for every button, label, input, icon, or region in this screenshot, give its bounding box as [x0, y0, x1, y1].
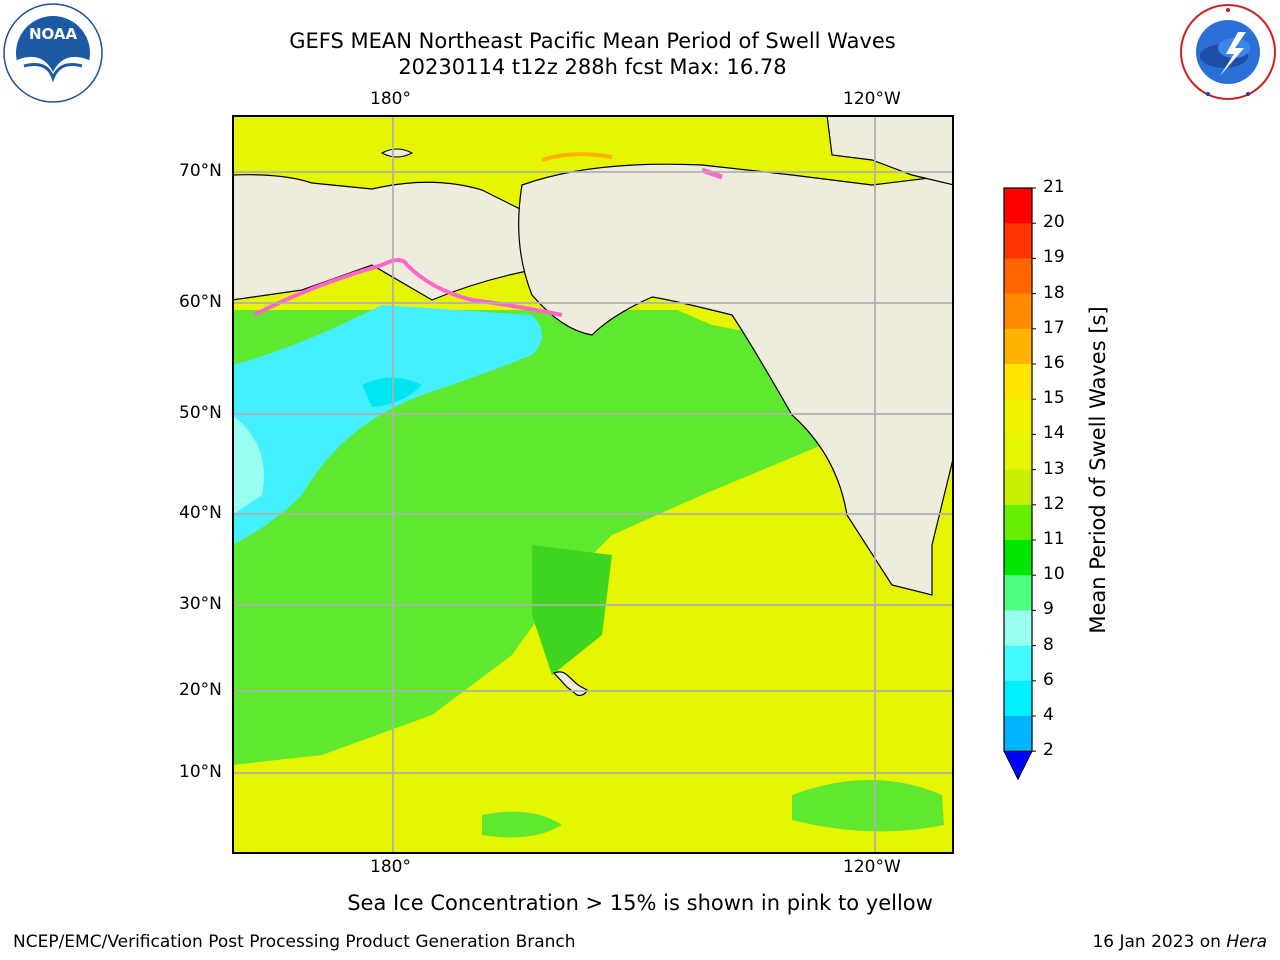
- colorbar: [1003, 187, 1036, 781]
- green-swell-region: [232, 310, 832, 765]
- graticule: [232, 115, 954, 854]
- colorbar-segment: [1004, 258, 1032, 295]
- colorbar-segment: [1004, 293, 1032, 330]
- colorbar-tick-label: 14: [1043, 423, 1065, 444]
- lat-label-20n: 20°N: [179, 680, 222, 700]
- colorbar-tick-label: 10: [1043, 564, 1065, 585]
- lat-label-70n: 70°N: [179, 161, 222, 181]
- colorbar-segment: [1004, 188, 1032, 224]
- lon-label-top-180: 180°: [370, 89, 411, 109]
- map-subtitle: 20230114 t12z 288h fcst Max: 16.78: [398, 55, 787, 79]
- lon-label-bottom-180: 180°: [370, 857, 411, 877]
- colorbar-tick-label: 20: [1043, 212, 1065, 233]
- colorbar-segment: [1004, 434, 1032, 471]
- colorbar-tick-label: 2: [1043, 740, 1054, 761]
- footer-credit: NCEP/EMC/Verification Post Processing Pr…: [13, 932, 576, 952]
- colorbar-tick-label: 17: [1043, 317, 1065, 338]
- footer-host: Hera: [1226, 932, 1267, 952]
- colorbar-segment: [1004, 223, 1032, 259]
- hawaii-islands: [552, 671, 588, 697]
- colorbar-segment: [1004, 575, 1032, 611]
- colorbar-tick-label: 19: [1043, 247, 1065, 268]
- noaa-logo: NOAA: [3, 3, 103, 103]
- colorbar-extend-arrow: [1003, 750, 1033, 781]
- colorbar-tick-label: 21: [1043, 177, 1065, 197]
- colorbar-segment: [1004, 399, 1032, 435]
- colorbar-tick-label: 4: [1043, 705, 1054, 725]
- colorbar-segment: [1004, 328, 1032, 365]
- lat-label-10n: 10°N: [179, 762, 222, 782]
- map-title: GEFS MEAN Northeast Pacific Mean Period …: [289, 29, 896, 53]
- footer-date: 16 Jan 2023 on Hera: [1092, 932, 1267, 952]
- cyan-swell-region: [232, 305, 542, 545]
- lat-label-40n: 40°N: [179, 503, 222, 523]
- colorbar-tick-label: 18: [1043, 282, 1065, 303]
- land-arctic-islands: [826, 115, 954, 186]
- colorbar-segment: [1004, 680, 1032, 717]
- colorbar-segment: [1004, 504, 1032, 541]
- lat-label-30n: 30°N: [179, 594, 222, 614]
- lon-label-bottom-120w: 120°W: [843, 857, 901, 877]
- colorbar-tick-label: 13: [1043, 458, 1065, 479]
- colorbar-tick-label: 8: [1043, 634, 1054, 655]
- lon-label-top-120w: 120°W: [843, 89, 901, 109]
- lat-label-50n: 50°N: [179, 403, 222, 423]
- colorbar-tick-label: 16: [1043, 353, 1065, 373]
- swell-period-map: [232, 115, 954, 854]
- colorbar-segment: [1004, 540, 1032, 576]
- svg-text:NOAA: NOAA: [29, 25, 78, 43]
- colorbar-tick-label: 15: [1043, 388, 1065, 409]
- colorbar-tick-label: 6: [1043, 669, 1054, 690]
- map-frame: [232, 115, 954, 854]
- colorbar-segment: [1004, 469, 1032, 506]
- green-patch-south: [792, 780, 944, 832]
- nws-logo: [1180, 4, 1276, 100]
- colorbar-tick-label: 11: [1043, 529, 1065, 549]
- footer-date-text: 16 Jan 2023 on: [1092, 932, 1221, 952]
- sea-ice-note: Sea Ice Concentration > 15% is shown in …: [347, 891, 933, 915]
- colorbar-segment: [1004, 716, 1032, 752]
- colorbar-label: Mean Period of Swell Waves [s]: [1086, 306, 1110, 634]
- colorbar-segment: [1004, 610, 1032, 647]
- colorbar-segment: [1004, 645, 1032, 682]
- colorbar-tick-label: 12: [1043, 493, 1065, 514]
- colorbar-segment: [1004, 364, 1032, 400]
- lat-label-60n: 60°N: [179, 292, 222, 312]
- colorbar-tick-label: 9: [1043, 599, 1054, 620]
